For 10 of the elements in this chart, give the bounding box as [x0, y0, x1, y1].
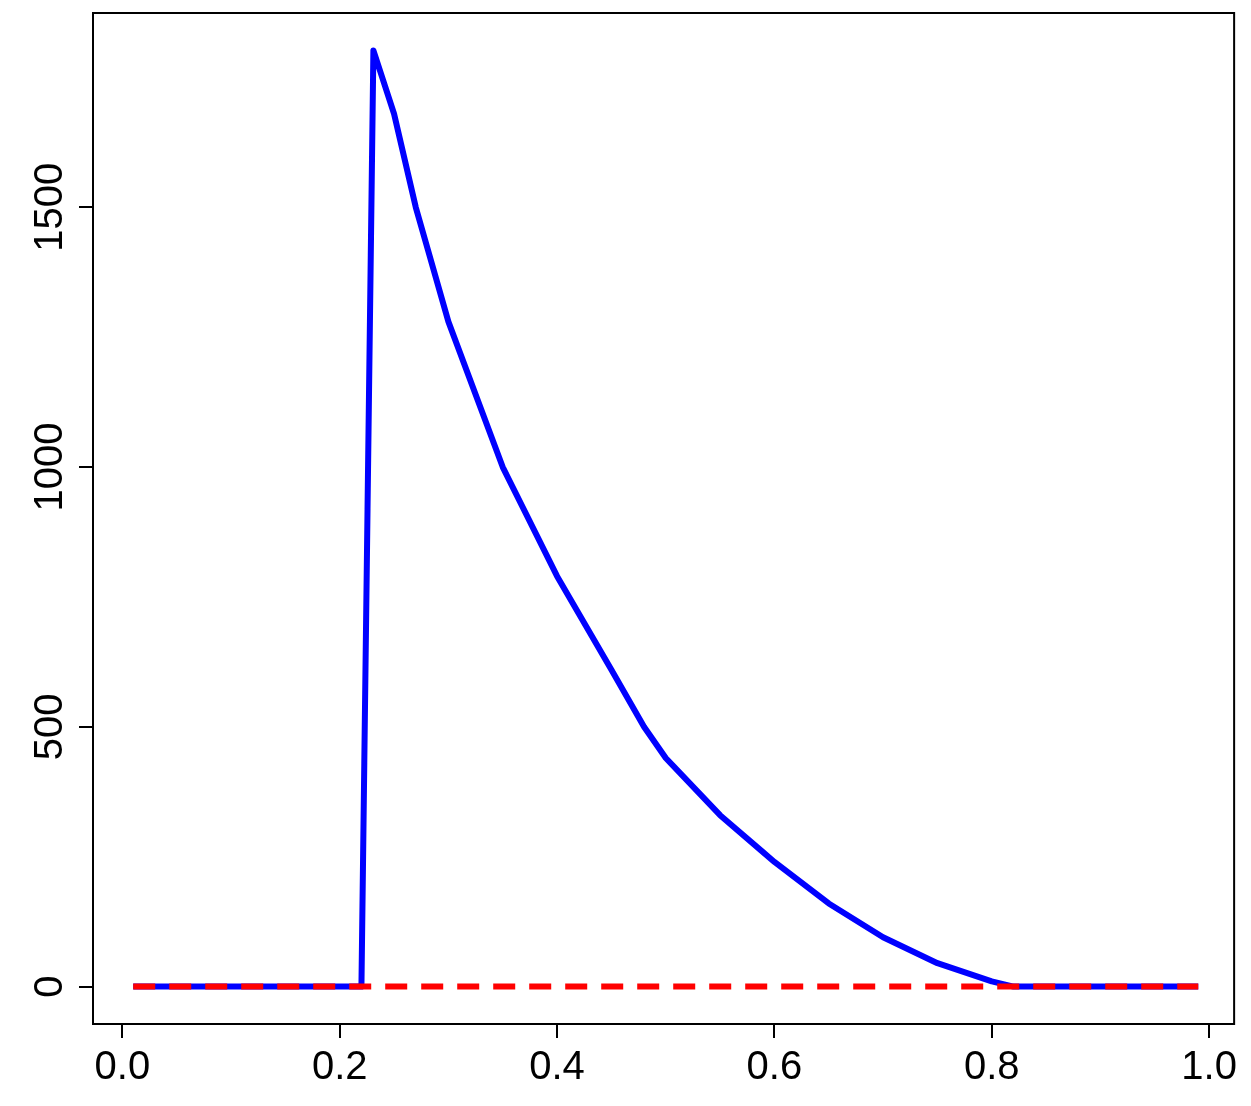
x-tick-label: 1.0 [1181, 1043, 1237, 1088]
y-tick-label: 0 [26, 975, 71, 998]
y-tick-label: 500 [26, 693, 71, 761]
x-tick-label: 0.4 [529, 1043, 585, 1088]
x-tick-label: 0.8 [963, 1043, 1020, 1088]
x-tick-label: 0.0 [94, 1043, 151, 1088]
x-tick-label: 0.2 [311, 1043, 368, 1088]
x-tick-label: 0.6 [746, 1043, 803, 1088]
y-tick-label: 1000 [26, 422, 71, 512]
y-tick-label: 1500 [26, 162, 71, 252]
